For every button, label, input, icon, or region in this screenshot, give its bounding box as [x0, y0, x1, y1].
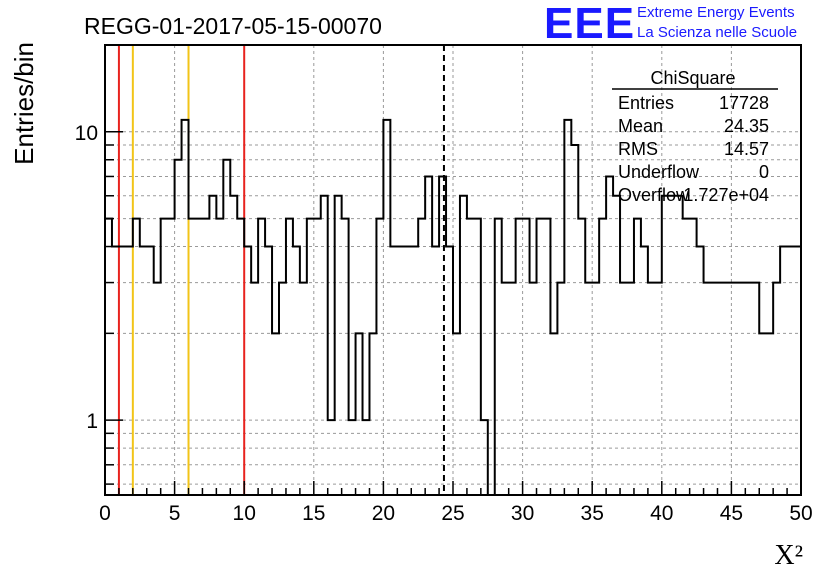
y-tick-label: 10	[75, 122, 98, 145]
stats-value: 24.35	[724, 116, 769, 136]
stats-box: ChiSquare Entries 17728 Mean 24.35 RMS 14.57 U…	[612, 68, 778, 205]
stats-value: 17728	[719, 93, 769, 113]
y-axis-ticks: 1 10	[75, 122, 123, 485]
x-tick-label: 50	[789, 502, 812, 525]
y-tick-label: 1	[86, 410, 98, 433]
stats-label: Underflow	[618, 162, 700, 182]
stats-value: 1.727e+04	[683, 185, 769, 205]
stats-label: Mean	[618, 116, 663, 136]
stats-label: Entries	[618, 93, 674, 113]
x-tick-label: 15	[302, 502, 325, 525]
stats-value: 0	[759, 162, 769, 182]
x-tick-label: 25	[441, 502, 464, 525]
eee-logo: EEE	[544, 0, 636, 48]
x-axis-ticks: 0 5 10 15 20 25 30 35 40 45 50	[99, 481, 813, 525]
y-axis-label: Entries/bin	[9, 42, 39, 165]
x-tick-label: 40	[650, 502, 673, 525]
x-tick-label: 20	[372, 502, 395, 525]
reference-lines	[117, 45, 445, 495]
x-tick-label: 45	[720, 502, 743, 525]
histogram-series	[105, 118, 801, 495]
x-tick-label: 0	[99, 502, 111, 525]
logo-line-2: La Scienza nelle Scuole	[637, 24, 798, 41]
stats-title: ChiSquare	[650, 68, 735, 88]
x-tick-label: 30	[511, 502, 534, 525]
logo-line-1: Extreme Energy Events	[637, 4, 795, 21]
x-tick-label: 10	[233, 502, 256, 525]
x-tick-label: 35	[581, 502, 604, 525]
x-tick-label: 5	[169, 502, 181, 525]
x-axis-label: X²	[774, 540, 803, 571]
stats-value: 14.57	[724, 139, 769, 159]
stats-label: RMS	[618, 139, 658, 159]
stats-label: Overflow	[618, 185, 690, 205]
chart-title: REGG-01-2017-05-15-00070	[84, 13, 382, 39]
